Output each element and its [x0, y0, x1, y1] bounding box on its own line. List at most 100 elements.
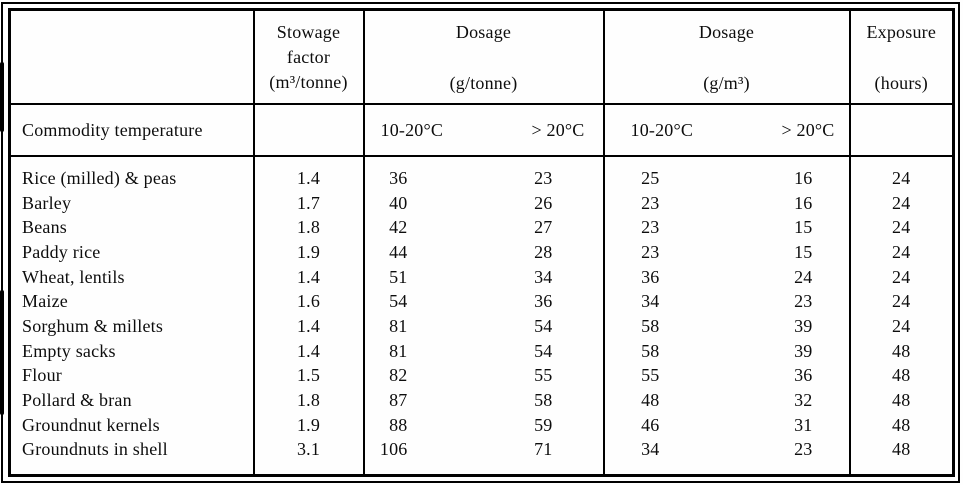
- dosage-gtonne-low-cell: 36: [362, 166, 482, 191]
- spacer-cell: [848, 156, 954, 167]
- spacer-row: [10, 156, 954, 167]
- dosage-m3-title: Dosage: [698, 22, 755, 42]
- spacer-cell: [10, 462, 254, 476]
- stowage-factor-cell: 1.4: [252, 166, 364, 191]
- commodity-cell: Groundnuts in shell: [22, 439, 168, 460]
- blank-corner-cell: [9, 9, 254, 105]
- dosage-gm3-high-cell: 31: [794, 414, 813, 435]
- dosage-gtonne-low-cell: 87: [362, 387, 482, 413]
- stowage-factor-cell: 1.4: [252, 313, 364, 339]
- dosage-gm3-high-cell: 16: [794, 192, 813, 213]
- dosage-gtonne-high-cell: 28: [534, 242, 553, 263]
- exposure-unit: (hours): [874, 73, 928, 93]
- dosage-gm3-low-cell: 36: [602, 264, 728, 290]
- gm3-temp-high-label: > 20°C: [727, 104, 850, 157]
- exposure-cell: 24: [848, 264, 954, 290]
- header-row-units: Stowage factor (m³/tonne) Dosage (g/tonn…: [9, 9, 954, 105]
- spacer-cell: [252, 156, 364, 167]
- dosage-gm3-low-cell: 55: [602, 363, 728, 388]
- spacer-cell: [728, 156, 850, 166]
- stowage-line1: Stowage: [276, 21, 341, 42]
- commodity-cell: Beans: [22, 217, 67, 238]
- spacer-cell: [362, 461, 482, 476]
- exposure-cell: 48: [848, 412, 954, 438]
- table-row: Groundnuts in shell 3.1 106 71 34 23 48: [10, 437, 954, 462]
- exposure-header: Exposure (hours): [848, 9, 954, 105]
- stowage-factor-cell: 1.8: [252, 215, 364, 240]
- exposure-cell: 24: [848, 190, 954, 216]
- stowage-line3: (m³/tonne): [269, 71, 348, 92]
- dosage-gtonne-low-cell: 40: [362, 190, 482, 216]
- dosage-gm3-high-cell: 24: [794, 266, 813, 287]
- exposure-cell: 48: [848, 363, 954, 388]
- dosage-gm3-low-cell: 48: [602, 387, 728, 413]
- exposure-cell: 24: [848, 239, 954, 265]
- dosage-gtonne-high-cell: 23: [534, 168, 553, 189]
- stowage-factor-cell: 1.7: [252, 190, 364, 216]
- blank-stowage-subheader-cell: [252, 104, 364, 157]
- header-row-temperatures: Commodity temperature 10-20°C > 20°C 10-…: [9, 104, 954, 157]
- exposure-cell: 24: [848, 215, 954, 240]
- table-row: Flour 1.5 82 55 55 36 48: [10, 363, 954, 388]
- dosage-gtonne-low-cell: 82: [362, 363, 482, 388]
- dosage-gm3-low-cell: 23: [602, 215, 728, 240]
- stowage-factor-cell: 1.9: [252, 239, 364, 265]
- dosage-gtonne-high-cell: 27: [534, 217, 553, 238]
- table-row: Wheat, lentils 1.4 51 34 36 24 24: [10, 264, 954, 290]
- commodity-cell: Sorghum & millets: [22, 315, 164, 336]
- dosage-gtonne-low-cell: 106: [362, 437, 482, 462]
- spacer-cell: [10, 156, 254, 166]
- table-row: Barley 1.7 40 26 23 16 24: [10, 190, 954, 216]
- dosage-gm3-high-cell: 32: [794, 389, 813, 410]
- dosage-gm3-low-cell: 46: [602, 412, 728, 438]
- commodity-temperature-label: Commodity temperature: [9, 104, 254, 157]
- dosage-tonne-unit: (g/tonne): [449, 73, 518, 93]
- dosage-gtonne-low-cell: 42: [362, 215, 482, 240]
- dosage-m3-unit: (g/m³): [703, 73, 750, 93]
- spacer-cell: [602, 461, 728, 476]
- dosage-gm3-low-cell: 23: [602, 190, 728, 216]
- exposure-title: Exposure: [866, 22, 937, 42]
- table-row: Maize 1.6 54 36 34 23 24: [10, 289, 954, 314]
- dosage-gtonne-high-cell: 58: [534, 389, 553, 410]
- gm3-temp-low-label: 10-20°C: [602, 104, 728, 157]
- exposure-cell: 24: [848, 313, 954, 339]
- dosage-gtonne-high-cell: 71: [534, 439, 553, 460]
- commodity-cell: Maize: [22, 291, 68, 312]
- dosage-gm3-high-cell: 23: [794, 291, 813, 312]
- stowage-factor-cell: 1.6: [252, 289, 364, 314]
- table-row: Rice (milled) & peas 1.4 36 23 25 16 24: [10, 166, 954, 191]
- dosage-gtonne-high-cell: 54: [534, 340, 553, 361]
- dosage-gm3-high-cell: 36: [794, 365, 813, 386]
- dosage-gm3-low-cell: 25: [602, 166, 728, 191]
- commodity-cell: Barley: [22, 192, 72, 213]
- dosage-gtonne-low-cell: 51: [362, 264, 482, 290]
- commodity-cell: Flour: [22, 365, 63, 386]
- commodity-cell: Paddy rice: [22, 242, 101, 263]
- stowage-factor-header: Stowage factor (m³/tonne): [252, 9, 364, 105]
- table-row: Paddy rice 1.9 44 28 23 15 24: [10, 239, 954, 265]
- commodity-cell: Pollard & bran: [22, 389, 132, 410]
- dosage-gtonne-low-cell: 81: [362, 338, 482, 364]
- dosage-gtonne-low-cell: 54: [362, 289, 482, 314]
- dosage-gm3-low-cell: 34: [602, 289, 728, 314]
- spacer-row: [10, 461, 954, 476]
- commodity-cell: Wheat, lentils: [22, 266, 125, 287]
- blank-exposure-subheader-cell: [848, 104, 954, 157]
- stowage-factor-cell: 1.4: [252, 264, 364, 290]
- table-row: Sorghum & millets 1.4 81 54 58 39 24: [10, 313, 954, 339]
- dosage-gm3-high-cell: 16: [794, 168, 813, 189]
- dosage-gtonne-high-cell: 36: [534, 291, 553, 312]
- dosage-per-m3-header: Dosage (g/m³): [602, 9, 850, 105]
- spacer-cell: [362, 156, 482, 167]
- table-row: Groundnut kernels 1.9 88 59 46 31 48: [10, 412, 954, 438]
- gtonne-temp-high-label: > 20°C: [481, 104, 604, 157]
- dosage-per-tonne-header: Dosage (g/tonne): [362, 9, 604, 105]
- stowage-factor-cell: 3.1: [252, 437, 364, 462]
- spacer-cell: [848, 461, 954, 476]
- stowage-line2: factor: [286, 46, 331, 67]
- spacer-cell: [482, 156, 604, 166]
- exposure-cell: 24: [848, 289, 954, 314]
- spacer-cell: [602, 156, 728, 167]
